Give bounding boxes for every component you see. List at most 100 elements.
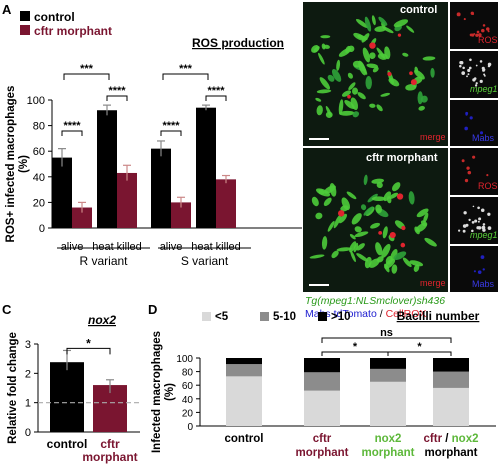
legend-swatch xyxy=(318,312,327,321)
legend-swatch xyxy=(20,25,30,35)
macrophage-cell xyxy=(414,69,425,80)
macrophage-cell xyxy=(352,87,359,95)
ros-signal xyxy=(389,231,396,239)
macrophage-cell xyxy=(369,103,376,108)
stacked-bar-segment xyxy=(226,376,262,426)
chart-a: 0 20 40 60 80 100 alive heat killed alive heat ki… xyxy=(5,10,302,268)
thumb-speckle xyxy=(471,220,475,224)
caption-separator: / xyxy=(376,308,386,320)
thumb-speckle xyxy=(469,116,473,120)
thumb-label-mpeg1-1: mpeg1 xyxy=(470,84,498,94)
macrophage-cell xyxy=(423,212,429,223)
panel-letter-d: D xyxy=(148,302,158,317)
macrophage-cell xyxy=(371,196,386,202)
legend-label: cftr morphant xyxy=(34,24,112,38)
stacked-bar-segment xyxy=(370,358,406,369)
macrophage-cell xyxy=(358,60,367,76)
macrophage-cell xyxy=(383,191,392,202)
macrophage-cell xyxy=(329,183,337,197)
stacked-bar-segment xyxy=(370,381,406,426)
cells-control xyxy=(311,15,436,118)
macrophage-cell xyxy=(323,44,330,49)
bar xyxy=(216,179,236,228)
macrophage-cell xyxy=(354,231,369,238)
thumb-speckle xyxy=(475,33,479,37)
macrophage-cell xyxy=(418,105,425,111)
macrophage-cell xyxy=(346,191,357,200)
thumb-speckle xyxy=(481,66,485,70)
y-tick-label: 0 xyxy=(39,223,45,235)
ros-signal xyxy=(400,242,406,248)
category-label: control xyxy=(225,433,264,445)
panel-letter-c: C xyxy=(2,302,12,317)
macrophage-cell xyxy=(350,250,356,263)
scale-bar-morphant xyxy=(309,284,329,286)
significance-bracket xyxy=(66,347,111,355)
bar xyxy=(50,362,84,432)
category-label: alive xyxy=(160,241,183,253)
stacked-bar-segment xyxy=(433,371,469,388)
thumb-speckle xyxy=(460,60,464,65)
macrophage-cell xyxy=(376,104,383,112)
group-label: S variant xyxy=(181,254,229,268)
thumb-speckle xyxy=(472,205,475,208)
thumb-speckle xyxy=(474,219,478,223)
thumb-speckle xyxy=(487,64,491,68)
ros-signal xyxy=(337,210,345,217)
category-label: alive xyxy=(61,241,84,253)
macrophage-cell xyxy=(336,247,352,252)
y-axis-unit: (%) xyxy=(18,155,30,173)
macrophage-cell xyxy=(374,26,387,32)
macrophage-cell xyxy=(348,82,356,91)
macrophage-cell xyxy=(408,191,415,205)
macrophage-cell xyxy=(356,253,369,262)
chart-d: 0 20 40 60 80 100 control cftr morphant nox2 morph… xyxy=(151,309,496,459)
thumb-speckle xyxy=(480,255,485,260)
thumb-speckle xyxy=(472,155,476,159)
category-label: cftr xyxy=(313,433,332,445)
stacked-bar-segment xyxy=(226,358,262,365)
y-tick-label: 40 xyxy=(33,172,45,184)
ros-signal xyxy=(410,79,417,86)
macrophage-cell xyxy=(402,52,409,57)
scale-bar-control xyxy=(309,138,329,140)
category-label: morphant xyxy=(295,447,348,459)
macrophage-cell xyxy=(349,234,356,240)
thumb-speckle xyxy=(468,218,471,222)
stacked-bar-segment xyxy=(304,372,340,391)
macrophage-cell xyxy=(381,243,391,258)
macrophage-cell xyxy=(353,242,359,253)
micrograph-control xyxy=(303,2,448,146)
y-tick-label: 40 xyxy=(182,395,194,406)
chart-title: nox2 xyxy=(88,313,116,327)
thumb-mpeg1-control xyxy=(450,51,498,98)
macrophage-cell xyxy=(366,63,379,69)
y-tick-label: 3 xyxy=(25,339,31,351)
macrophage-cell xyxy=(354,226,362,233)
legend-label: >10 xyxy=(331,311,351,323)
thumb-speckle xyxy=(479,79,483,83)
thumb-ros-control xyxy=(450,2,498,49)
category-label: morphant xyxy=(361,447,414,459)
macrophage-cell xyxy=(321,236,328,250)
macrophage-cell xyxy=(319,77,330,90)
macrophage-cell xyxy=(338,47,352,57)
macrophage-cell xyxy=(355,18,368,28)
y-tick-label: 80 xyxy=(33,121,45,133)
macrophage-cell xyxy=(341,197,350,211)
macrophage-cell xyxy=(372,66,379,73)
significance-bracket xyxy=(387,351,452,356)
macrophage-cell xyxy=(333,214,342,229)
significance-bracket xyxy=(205,95,227,101)
macrophage-cell xyxy=(368,258,380,268)
significance-label: * xyxy=(86,336,91,350)
y-tick-label: 20 xyxy=(33,197,45,209)
thumb-speckle xyxy=(477,270,482,274)
macrophage-cell xyxy=(382,226,388,239)
macrophage-cell xyxy=(362,47,371,63)
legend-label: <5 xyxy=(215,311,229,323)
thumb-speckle xyxy=(474,84,478,87)
stacked-bar-segment xyxy=(370,368,406,382)
bar xyxy=(196,107,216,228)
ros-signal xyxy=(378,230,383,235)
